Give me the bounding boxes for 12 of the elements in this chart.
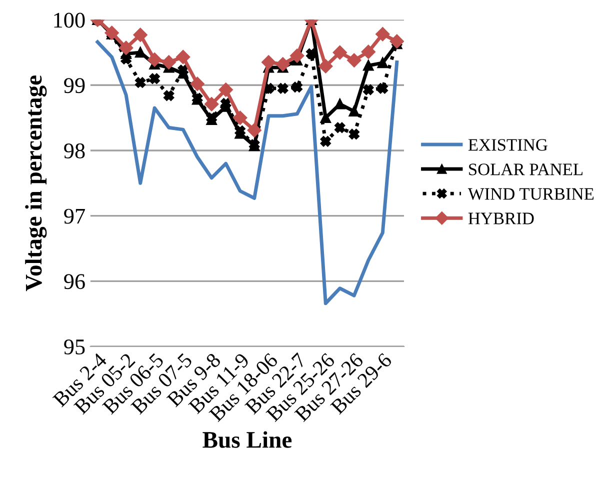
legend-label: HYBRID bbox=[468, 212, 534, 224]
legend-label: EXISTING bbox=[468, 139, 548, 151]
y-tick-label: 100 bbox=[54, 12, 85, 28]
y-tick-label: 98 bbox=[64, 143, 85, 158]
y-tick-label: 99 bbox=[64, 78, 85, 94]
legend-label: SOLAR PANEL bbox=[469, 164, 582, 176]
y-tick-label: 95 bbox=[64, 339, 85, 354]
x-axis-title: Bus Line bbox=[202, 431, 292, 448]
y-tick-label: 97 bbox=[64, 208, 85, 224]
y-axis-title: Voltage in percentage bbox=[25, 76, 47, 292]
y-tick-label: 96 bbox=[64, 274, 85, 290]
legend-label: WIND TURBINE bbox=[468, 188, 594, 200]
